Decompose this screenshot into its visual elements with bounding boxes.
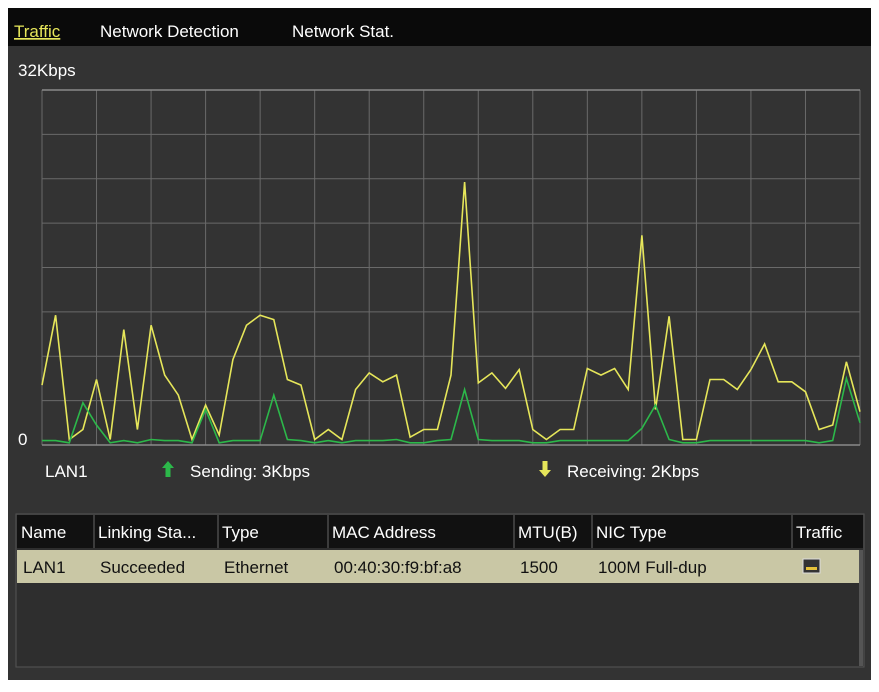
tab-bar: [8, 8, 871, 46]
column-header: MAC Address: [332, 523, 436, 542]
interface-label: LAN1: [45, 462, 88, 481]
column-header: Name: [21, 523, 66, 542]
cell: 1500: [520, 558, 558, 577]
column-header: MTU(B): [518, 523, 577, 542]
cell: 100M Full-dup: [598, 558, 707, 577]
column-header: NIC Type: [596, 523, 667, 542]
tab[interactable]: Traffic: [14, 22, 61, 41]
cell: LAN1: [23, 558, 66, 577]
column-header: Traffic: [796, 523, 843, 542]
y-tick-label: 32Kbps: [18, 61, 76, 80]
traffic-line: [41, 182, 861, 442]
legend-label: Receiving: 2Kbps: [567, 462, 699, 481]
y-tick-label: 0: [18, 430, 27, 449]
tab[interactable]: Network Stat.: [292, 22, 394, 41]
traffic-icon: [802, 558, 821, 574]
column-header: Linking Sta...: [98, 523, 196, 542]
scrollbar: [859, 550, 863, 666]
legend-arrow: [162, 461, 174, 477]
cell: 00:40:30:f9:bf:a8: [334, 558, 462, 577]
legend-label: Sending: 3Kbps: [190, 462, 310, 481]
cell: Ethernet: [224, 558, 289, 577]
traffic-line: [42, 375, 861, 444]
table-row: [17, 550, 859, 583]
tab[interactable]: Network Detection: [100, 22, 239, 41]
table-header: [17, 515, 863, 548]
cell: Succeeded: [100, 558, 185, 577]
legend-arrow: [539, 461, 551, 477]
column-header: Type: [222, 523, 259, 542]
